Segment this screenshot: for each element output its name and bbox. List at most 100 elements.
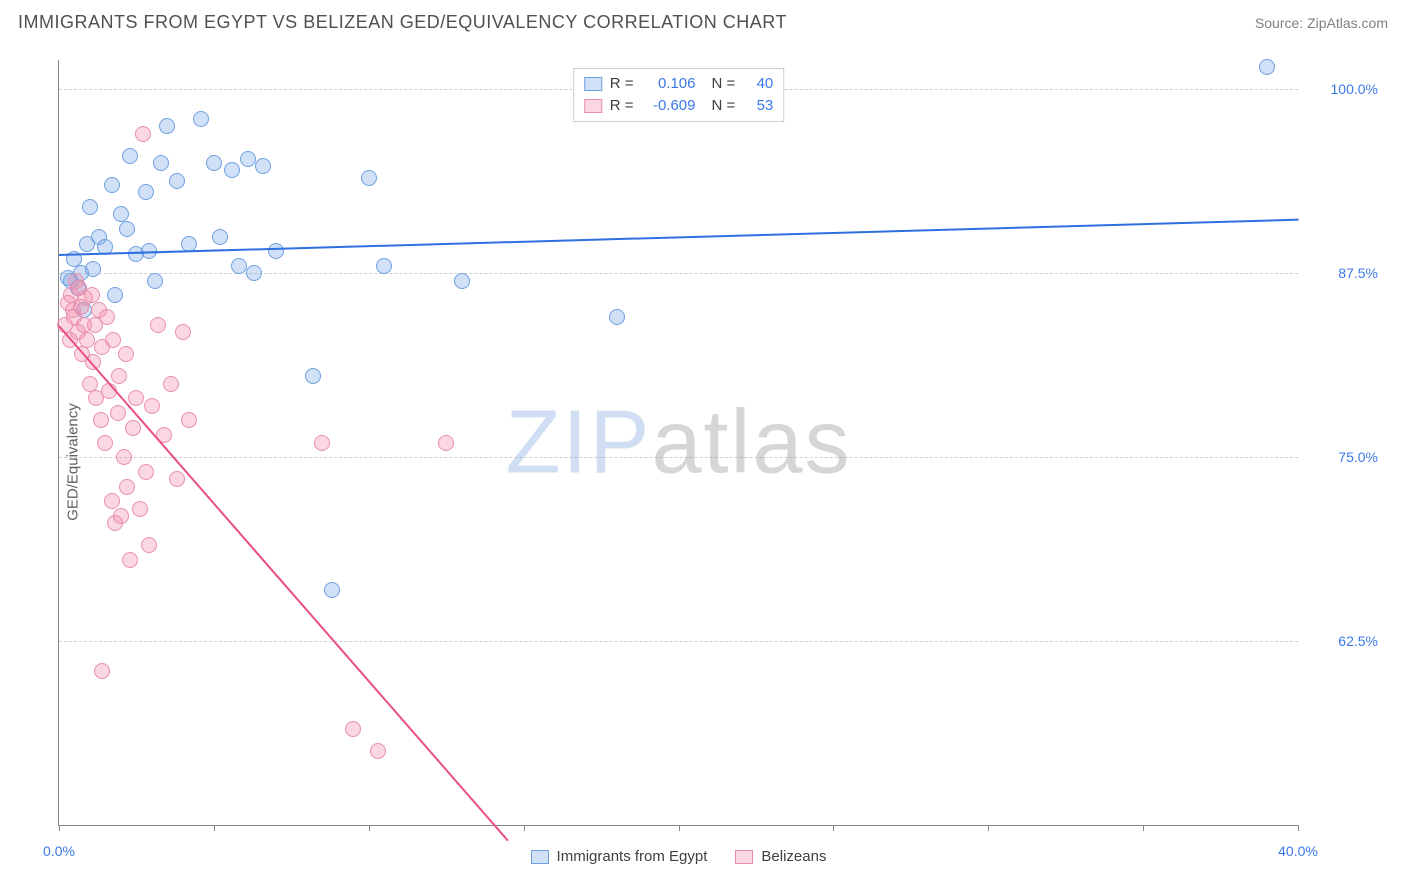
series-name: Immigrants from Egypt — [557, 848, 708, 865]
y-tick-label: 75.0% — [1306, 449, 1378, 465]
data-point — [104, 177, 120, 193]
data-point — [82, 376, 98, 392]
legend-item: Immigrants from Egypt — [531, 848, 708, 865]
y-tick-label: 87.5% — [1306, 265, 1378, 281]
x-tick — [679, 825, 680, 831]
data-point — [240, 151, 256, 167]
data-point — [1259, 59, 1275, 75]
data-point — [116, 449, 132, 465]
data-point — [82, 199, 98, 215]
chart-container: GED/Equivalency ZIPatlas R =0.106N =40R … — [18, 50, 1388, 874]
data-point — [138, 184, 154, 200]
data-point — [268, 243, 284, 259]
data-point — [125, 420, 141, 436]
data-point — [153, 155, 169, 171]
data-point — [113, 508, 129, 524]
x-tick-label: 0.0% — [43, 843, 75, 859]
watermark-zip: ZIP — [505, 392, 651, 492]
x-tick — [1143, 825, 1144, 831]
data-point — [138, 464, 154, 480]
plot-area: ZIPatlas R =0.106N =40R =-0.609N =53 Imm… — [58, 60, 1298, 826]
data-point — [609, 309, 625, 325]
r-label: R = — [610, 73, 634, 95]
y-tick-label: 100.0% — [1306, 81, 1378, 97]
data-point — [376, 258, 392, 274]
data-point — [105, 332, 121, 348]
data-point — [122, 148, 138, 164]
legend-swatch — [584, 99, 602, 113]
data-point — [305, 368, 321, 384]
data-point — [85, 261, 101, 277]
data-point — [97, 435, 113, 451]
data-point — [345, 721, 361, 737]
data-point — [212, 229, 228, 245]
data-point — [110, 405, 126, 421]
n-value: 53 — [743, 95, 773, 117]
legend-swatch — [584, 77, 602, 91]
data-point — [163, 376, 179, 392]
data-point — [454, 273, 470, 289]
gridline — [59, 273, 1298, 274]
data-point — [169, 471, 185, 487]
legend-row: R =-0.609N =53 — [584, 95, 774, 117]
data-point — [438, 435, 454, 451]
series-legend: Immigrants from Egypt Belizeans — [59, 848, 1298, 865]
data-point — [94, 663, 110, 679]
legend-row: R = 0.106 N = 40 — [584, 73, 774, 95]
legend-item: Belizeans — [735, 848, 826, 865]
data-point — [231, 258, 247, 274]
data-point — [224, 162, 240, 178]
trend-line — [59, 219, 1298, 256]
data-point — [111, 368, 127, 384]
data-point — [104, 493, 120, 509]
data-point — [144, 398, 160, 414]
data-point — [132, 501, 148, 517]
data-point — [141, 537, 157, 553]
n-label: N = — [712, 95, 736, 117]
x-tick — [988, 825, 989, 831]
r-value: -0.609 — [642, 95, 696, 117]
x-tick — [214, 825, 215, 831]
data-point — [147, 273, 163, 289]
data-point — [150, 317, 166, 333]
x-tick — [1298, 825, 1299, 831]
data-point — [169, 173, 185, 189]
series-name: Belizeans — [761, 848, 826, 865]
correlation-legend: R = 0.106 N = 40R = -0.609 N = 53 — [573, 68, 785, 122]
data-point — [128, 390, 144, 406]
x-tick-label: 40.0% — [1278, 843, 1318, 859]
data-point — [314, 435, 330, 451]
data-point — [119, 479, 135, 495]
watermark-atlas: atlas — [651, 392, 851, 492]
source-label: Source: ZipAtlas.com — [1255, 15, 1388, 31]
data-point — [175, 324, 191, 340]
n-label: N = — [712, 73, 736, 95]
data-point — [361, 170, 377, 186]
data-point — [118, 346, 134, 362]
x-tick — [524, 825, 525, 831]
chart-title: IMMIGRANTS FROM EGYPT VS BELIZEAN GED/EQ… — [18, 12, 787, 33]
trend-line — [58, 325, 509, 841]
data-point — [135, 126, 151, 142]
data-point — [113, 206, 129, 222]
data-point — [193, 111, 209, 127]
data-point — [79, 332, 95, 348]
legend-swatch — [735, 850, 753, 864]
data-point — [159, 118, 175, 134]
legend-swatch — [531, 850, 549, 864]
data-point — [107, 287, 123, 303]
data-point — [84, 287, 100, 303]
gridline — [59, 641, 1298, 642]
data-point — [93, 412, 109, 428]
data-point — [324, 582, 340, 598]
x-tick — [833, 825, 834, 831]
y-tick-label: 62.5% — [1306, 633, 1378, 649]
watermark: ZIPatlas — [505, 391, 851, 494]
data-point — [370, 743, 386, 759]
data-point — [99, 309, 115, 325]
data-point — [206, 155, 222, 171]
r-value: 0.106 — [642, 73, 696, 95]
x-tick — [369, 825, 370, 831]
data-point — [119, 221, 135, 237]
n-value: 40 — [743, 73, 773, 95]
